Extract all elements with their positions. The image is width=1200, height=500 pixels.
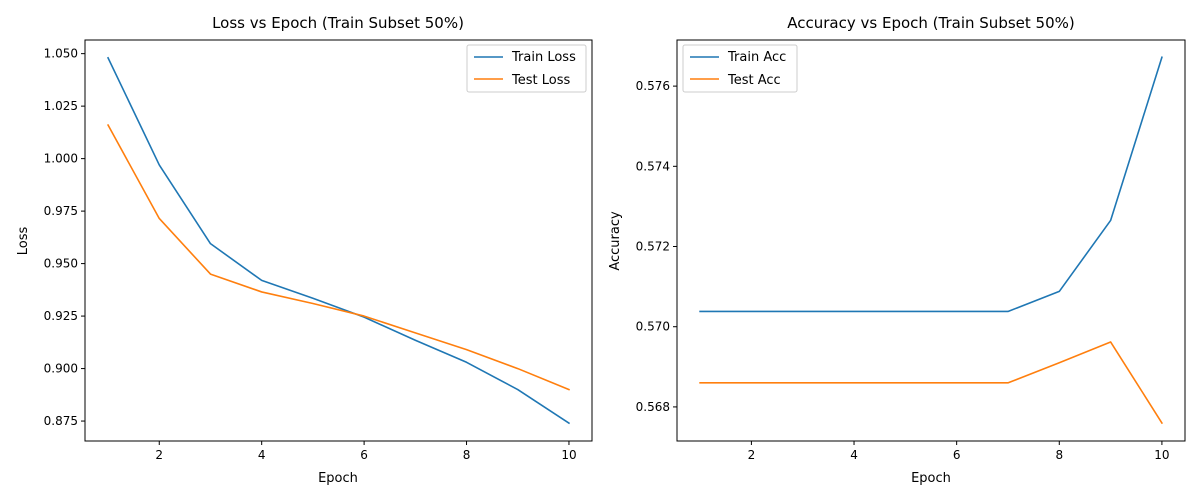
series-line-train-loss bbox=[106, 56, 571, 425]
accuracy-chart-xticks: 2 4 6 8 10 bbox=[748, 441, 1170, 462]
y-tick-label: 0.568 bbox=[636, 400, 670, 414]
y-tick-label: 1.025 bbox=[44, 99, 78, 113]
x-tick-label: 8 bbox=[463, 448, 471, 462]
x-tick-label: 4 bbox=[850, 448, 858, 462]
y-tick-label: 0.925 bbox=[44, 309, 78, 323]
accuracy-chart-xlabel: Epoch bbox=[911, 471, 951, 486]
x-tick-label: 4 bbox=[258, 448, 266, 462]
x-tick-label: 10 bbox=[1154, 448, 1169, 462]
legend-label-test-loss: Test Loss bbox=[511, 73, 570, 88]
accuracy-chart: Accuracy vs Epoch (Train Subset 50%) Epo… bbox=[608, 14, 1186, 486]
x-tick-label: 8 bbox=[1055, 448, 1063, 462]
legend-label-train-acc: Train Acc bbox=[727, 50, 786, 65]
accuracy-chart-ylabel: Accuracy bbox=[608, 211, 623, 271]
y-tick-label: 1.000 bbox=[44, 152, 78, 166]
y-tick-label: 0.900 bbox=[44, 362, 78, 376]
y-tick-label: 0.570 bbox=[636, 320, 670, 334]
loss-chart-xticks: 2 4 6 8 10 bbox=[155, 441, 577, 462]
accuracy-chart-series bbox=[699, 56, 1164, 425]
loss-chart-title: Loss vs Epoch (Train Subset 50%) bbox=[212, 14, 464, 32]
loss-chart-ylabel: Loss bbox=[16, 227, 31, 256]
x-tick-label: 6 bbox=[360, 448, 368, 462]
y-tick-label: 0.574 bbox=[636, 159, 670, 173]
y-tick-label: 0.576 bbox=[636, 79, 670, 93]
y-tick-label: 0.975 bbox=[44, 204, 78, 218]
series-line-test-loss bbox=[106, 123, 570, 391]
y-tick-label: 1.050 bbox=[44, 47, 78, 61]
accuracy-chart-yticks: 0.568 0.570 0.572 0.574 0.576 bbox=[636, 79, 677, 414]
legend-label-train-loss: Train Loss bbox=[511, 50, 576, 65]
legend-label-test-acc: Test Acc bbox=[727, 73, 781, 88]
loss-chart: Loss vs Epoch (Train Subset 50%) Epoch L… bbox=[16, 14, 593, 486]
x-tick-label: 2 bbox=[155, 448, 163, 462]
x-tick-label: 2 bbox=[748, 448, 756, 462]
loss-chart-series bbox=[106, 56, 571, 425]
loss-chart-frame bbox=[84, 39, 593, 442]
series-line-train-acc bbox=[699, 56, 1163, 313]
y-tick-label: 0.950 bbox=[44, 257, 78, 271]
series-line-test-acc bbox=[699, 341, 1164, 425]
x-tick-label: 10 bbox=[561, 448, 576, 462]
loss-chart-legend: Train Loss Test Loss bbox=[466, 44, 587, 93]
x-tick-label: 6 bbox=[953, 448, 961, 462]
loss-chart-yticks: 0.875 0.900 0.925 0.950 0.975 1.000 1.025 1.050 bbox=[44, 47, 85, 428]
accuracy-chart-title: Accuracy vs Epoch (Train Subset 50%) bbox=[787, 14, 1074, 32]
y-tick-label: 0.572 bbox=[636, 240, 670, 254]
y-tick-label: 0.875 bbox=[44, 414, 78, 428]
accuracy-chart-frame bbox=[676, 39, 1186, 442]
loss-chart-xlabel: Epoch bbox=[318, 471, 358, 486]
accuracy-chart-legend: Train Acc Test Acc bbox=[682, 44, 798, 93]
